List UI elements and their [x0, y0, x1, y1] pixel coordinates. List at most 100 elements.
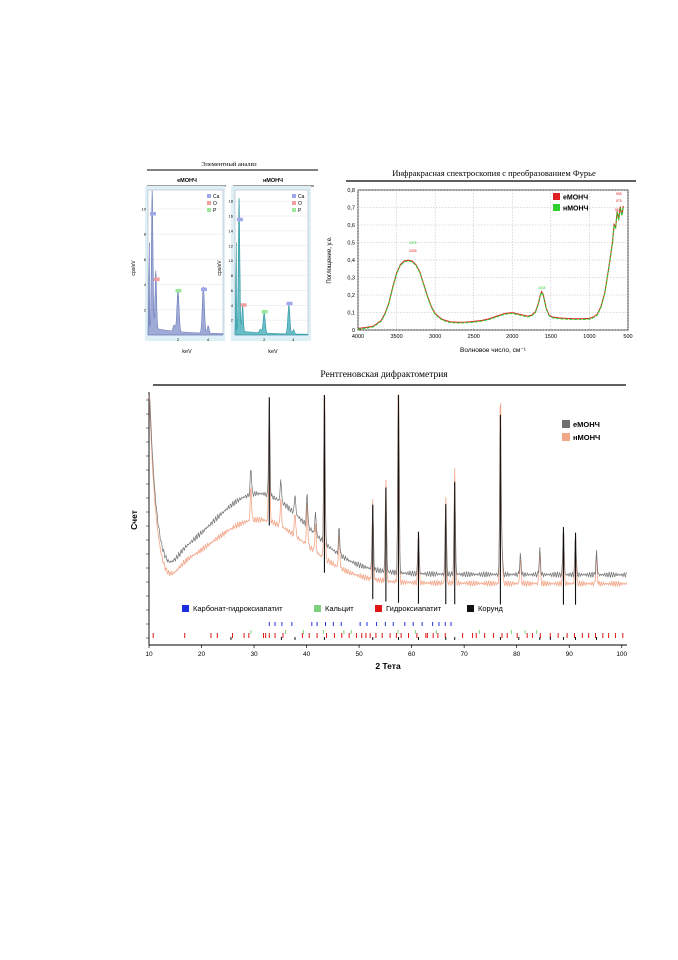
eds-legend-label: Ca — [298, 194, 305, 200]
eds-legend-swatch — [207, 194, 211, 198]
eds-panel-2-spectrum — [234, 198, 309, 336]
ftir-grid — [357, 189, 629, 331]
eds-legend-label: Ca — [213, 194, 220, 200]
ftir-ytick-label: 0,5 — [347, 241, 355, 247]
xrd-phase-ticks — [152, 622, 624, 640]
ftir-xlabel: Волновое число, см⁻¹ — [460, 347, 527, 354]
eds-element-marker — [150, 211, 156, 216]
eds-element-marker — [236, 217, 243, 222]
eds-panel-1-yticks: 2 4 6 8 10 — [142, 206, 147, 312]
ftir-peak-label: 3326 — [409, 249, 417, 253]
eds-panel-1-spectrum — [147, 190, 224, 336]
xrd-xtick-label: 70 — [461, 651, 469, 658]
xrd-phase-swatch — [467, 605, 474, 612]
xrd-ylabel: Счет — [129, 510, 139, 530]
eds-element-marker — [175, 288, 182, 293]
ftir-xtick-label: 500 — [623, 334, 632, 340]
xrd-title: Рентгеновская дифрактометрия — [320, 369, 448, 380]
eds-xtick-label: 2 — [177, 337, 180, 342]
eds-element-marker — [201, 287, 207, 292]
eds-panel-2-plot — [234, 189, 309, 336]
ftir-ytick-label: 0,1 — [347, 311, 355, 317]
eds-panel-2-ylabel: cps/eV — [217, 260, 223, 276]
ftir-ylabel: Поглощение, у.е. — [327, 236, 333, 284]
eds-element-marker — [240, 303, 247, 307]
ftir-xtick-label: 1500 — [545, 334, 557, 340]
xrd-xtick-label: 50 — [355, 651, 363, 658]
ftir-xticks: 4000 3500 3000 2500 2000 1500 1000 500 — [352, 334, 633, 340]
eds-panel-2-yticks: 2 4 6 8 10 12 14 16 18 — [229, 199, 234, 323]
eds-panel-2-grid — [235, 200, 308, 321]
ftir-xtick-label: 2000 — [506, 334, 518, 340]
xrd-phase-label: Кальцит — [325, 604, 354, 613]
eds-element-marker — [286, 301, 293, 306]
eds-xtick-label: 2 — [263, 337, 266, 342]
eds-panel-1-plot — [147, 189, 224, 336]
eds-ytick-label: 12 — [229, 243, 234, 248]
eds-panel-1-xlabel: keV — [182, 349, 192, 355]
eds-xtick-label: 4 — [207, 337, 210, 342]
ftir-ytick-label: 0,2 — [347, 293, 355, 299]
ftir-peak-label: 3378 — [409, 241, 417, 245]
xrd-y-tickmarks — [146, 399, 149, 639]
xrd-phase-label: Карбонат-гидроксиапатит — [193, 604, 283, 613]
eds-ytick-label: 8 — [231, 273, 234, 278]
ftir-legend-label: нМОНЧ — [563, 206, 589, 213]
eds-ytick-label: 14 — [229, 228, 234, 233]
eds-panel-1-ylabel: cps/eV — [131, 260, 137, 276]
eds-ytick-label: 6 — [144, 257, 147, 262]
eds-legend-swatch — [207, 201, 211, 205]
eds-ytick-label: 16 — [229, 214, 234, 219]
ftir-xtick-label: 3000 — [429, 334, 441, 340]
xrd-phase-label: Корунд — [478, 604, 504, 613]
xrd-phase-swatch — [182, 605, 189, 612]
xrd-xtick-label: 40 — [303, 651, 311, 658]
xrd-xtick-label: 80 — [513, 651, 521, 658]
xrd-xtick-label: 10 — [145, 651, 153, 658]
eds-legend-label: O — [213, 201, 217, 207]
ftir-legend-swatch — [553, 193, 560, 200]
eds-legend-swatch — [292, 208, 296, 212]
ftir-yticks: 0 0,1 0,2 0,3 0,4 0,5 0,6 0,7 0,8 — [347, 188, 355, 334]
eds-ytick-label: 2 — [144, 307, 147, 312]
ftir-xtick-label: 2500 — [468, 334, 480, 340]
xrd-legend-label: нМОНЧ — [573, 433, 600, 442]
ftir-legend-label: еМОНЧ — [563, 195, 588, 202]
eds-ytick-label: 2 — [231, 318, 234, 323]
ftir-ytick-label: 0 — [352, 328, 355, 334]
eds-legend-swatch — [292, 194, 296, 198]
eds-legend-swatch — [292, 201, 296, 205]
eds-panel-1-name: еМОНЧ — [177, 178, 197, 184]
eds-legend-label: O — [298, 201, 302, 207]
ftir-legend-swatch — [553, 204, 560, 211]
xrd-series-emonch — [149, 394, 627, 579]
ftir-peak-label: 555 — [616, 192, 622, 196]
eds-title: Элементный анализ — [201, 161, 257, 168]
xrd-xlabel: 2 Тета — [375, 661, 401, 671]
xrd-reference-bars — [268, 395, 577, 605]
eds-ytick-label: 8 — [144, 232, 147, 237]
eds-element-marker — [261, 309, 268, 314]
ftir-xtick-label: 3500 — [390, 334, 402, 340]
ftir-legend: еМОНЧ нМОНЧ — [553, 193, 589, 213]
xrd-xtick-label: 20 — [198, 651, 206, 658]
xrd-phase-swatch — [314, 605, 321, 612]
xrd-legend: еМОНЧ нМОНЧ — [562, 420, 600, 442]
xrd-xtick-label: 90 — [566, 651, 574, 658]
xrd-xtick-label: 60 — [408, 651, 416, 658]
eds-element-marker — [153, 277, 160, 282]
xrd-xticks: 10 20 30 40 50 60 70 80 90 100 — [145, 645, 628, 658]
ftir-ytick-label: 0,7 — [347, 206, 355, 212]
eds-ytick-label: 4 — [144, 282, 147, 287]
ftir-title: Инфракрасная спектроскопия с преобразова… — [392, 168, 596, 178]
xrd-section: Рентгеновская дифрактометрия 10 20 30 40 50 6… — [129, 369, 628, 671]
xrd-xtick-label: 100 — [616, 651, 627, 658]
eds-ytick-label: 6 — [231, 288, 234, 293]
